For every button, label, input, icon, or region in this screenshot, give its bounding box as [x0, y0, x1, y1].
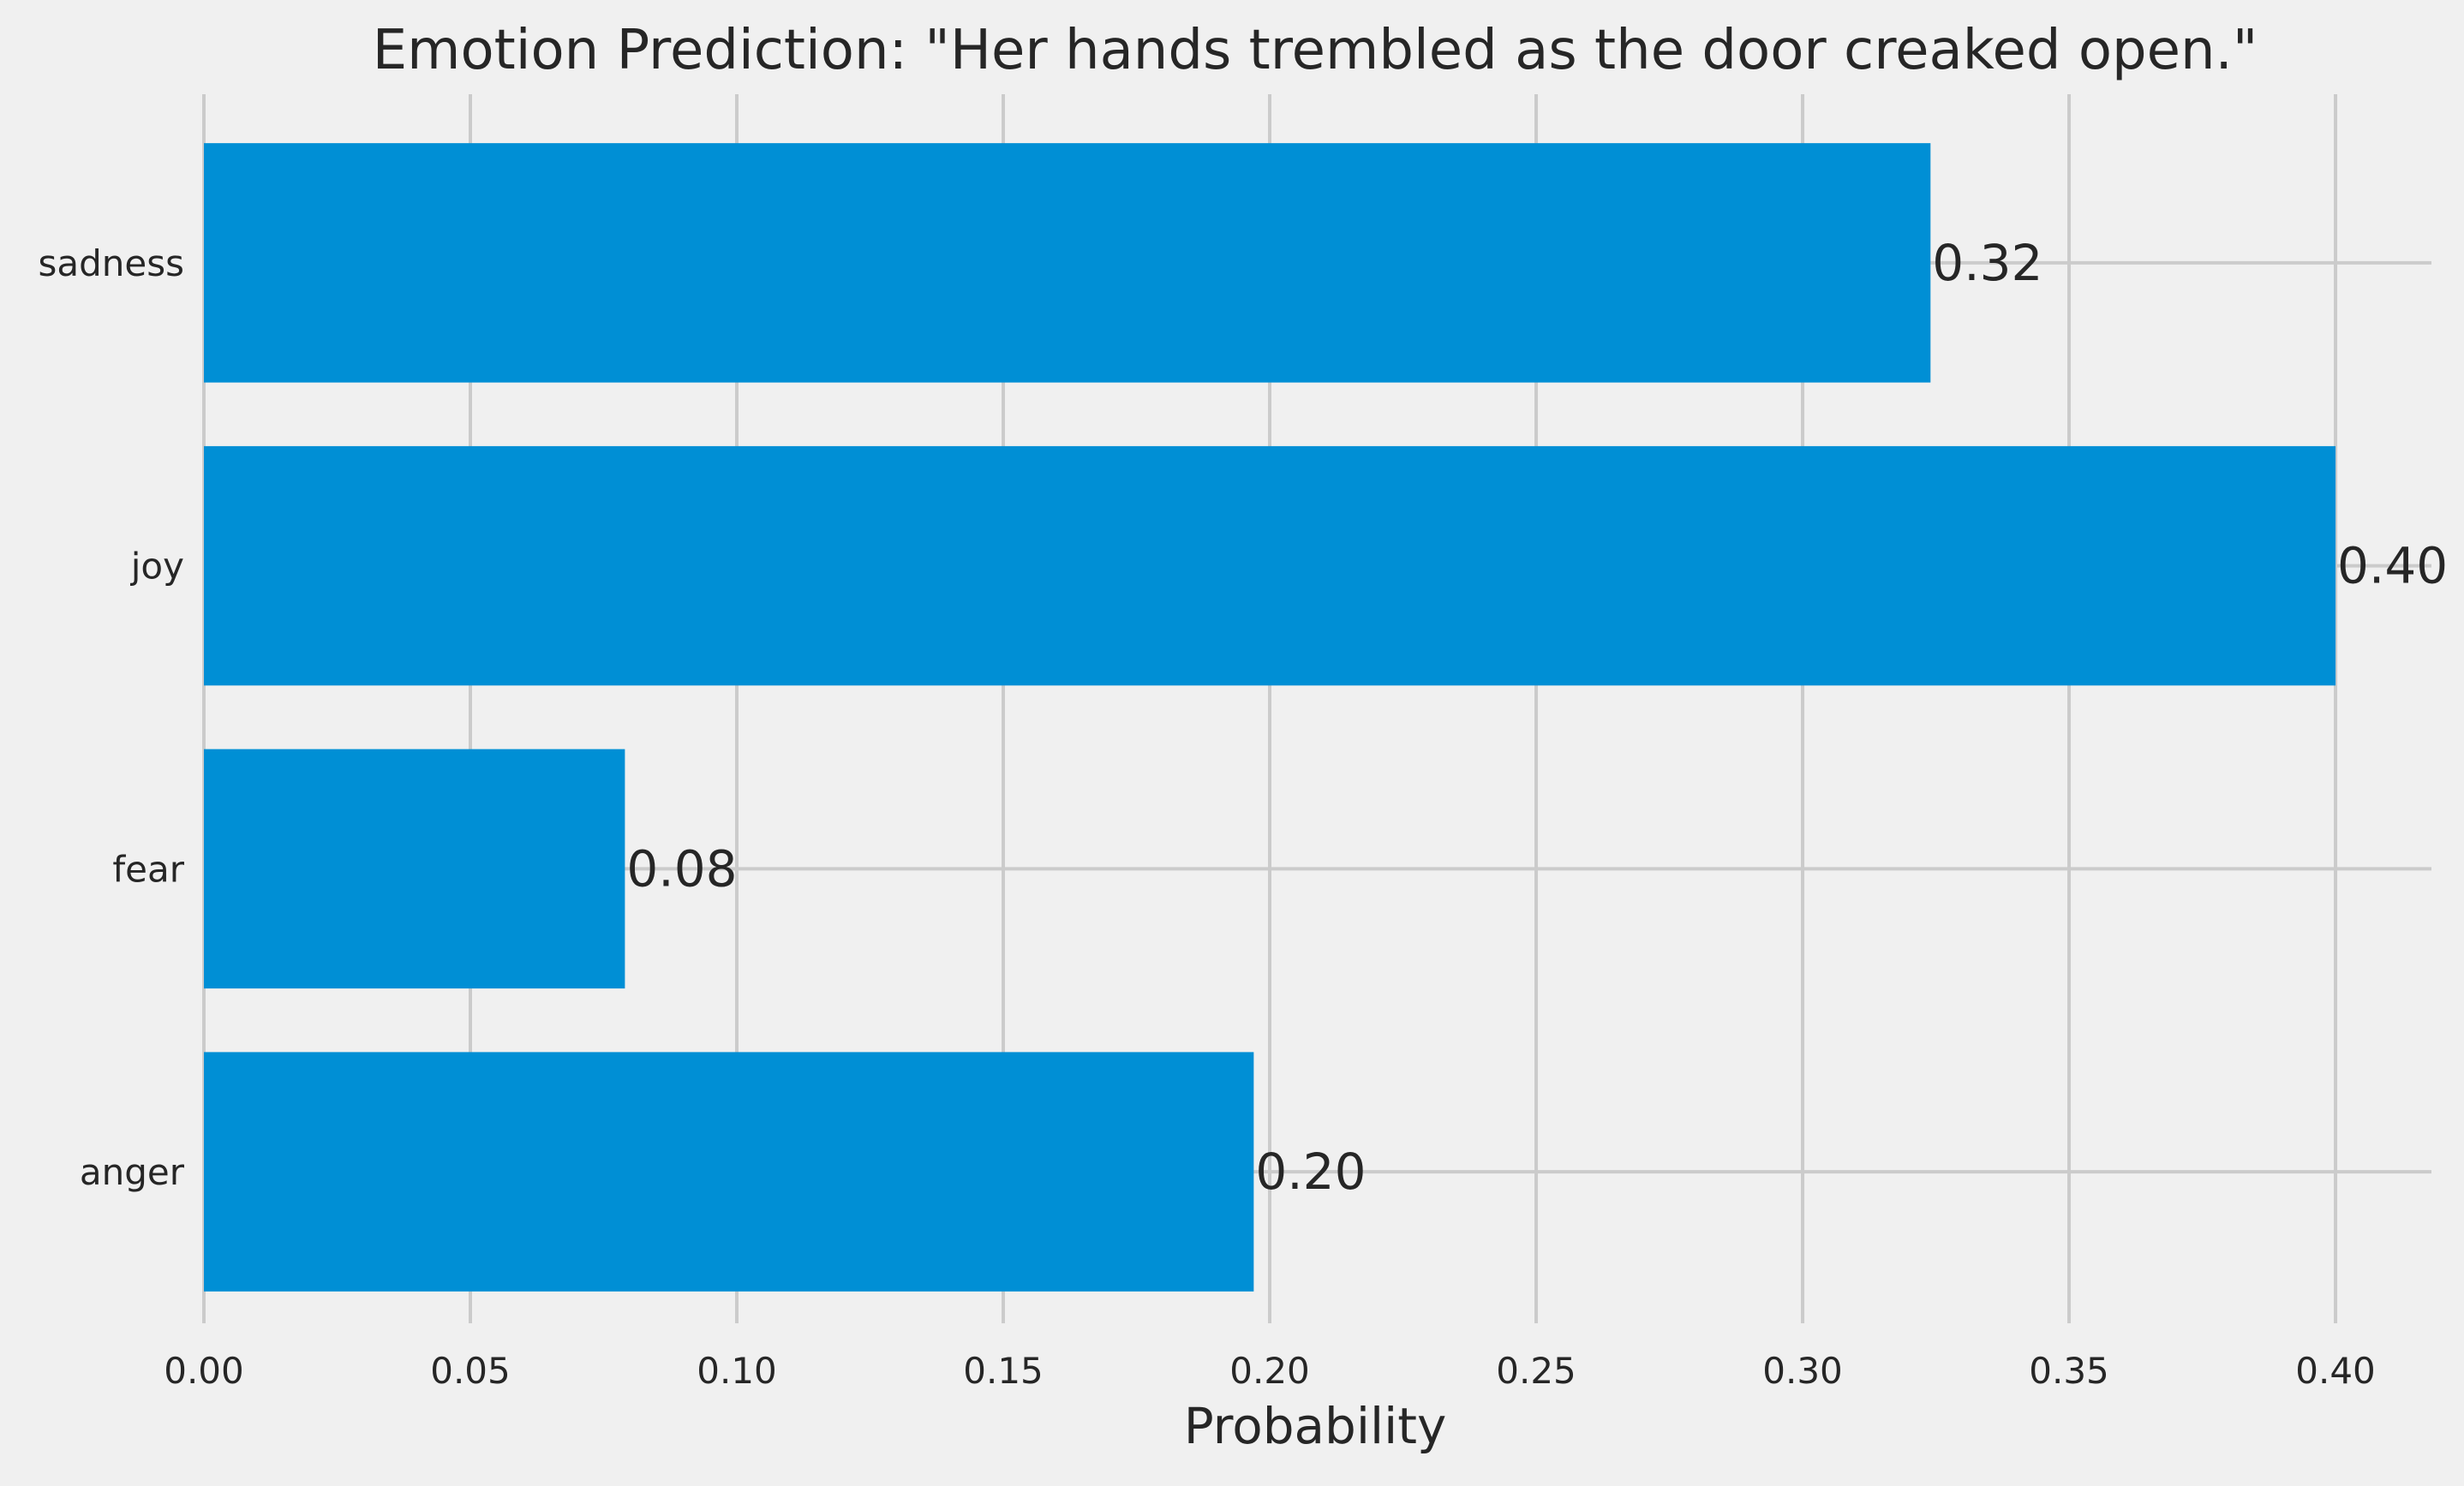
x-tick-label: 0.40	[2295, 1350, 2376, 1392]
bar-value-label-anger: 0.20	[1255, 1143, 1366, 1201]
bar-value-label-sadness: 0.32	[1932, 234, 2042, 292]
bar-sadness	[204, 143, 1931, 383]
y-tick-label-fear: fear	[112, 848, 184, 890]
y-tick-label-sadness: sadness	[38, 242, 184, 284]
x-tick-label: 0.15	[963, 1350, 1044, 1392]
bar-value-label-fear: 0.08	[626, 839, 737, 898]
y-tick-label-anger: anger	[80, 1151, 185, 1193]
x-tick-label: 0.05	[430, 1350, 511, 1392]
bar-anger	[204, 1052, 1254, 1292]
bar-layer	[204, 143, 2336, 1292]
bar-value-label-joy: 0.40	[2337, 537, 2448, 595]
x-axis-label: Probability	[1184, 1397, 1447, 1455]
x-tick-label: 0.20	[1229, 1350, 1310, 1392]
x-tick-label: 0.10	[697, 1350, 777, 1392]
bar-joy	[204, 445, 2336, 686]
x-tick-label: 0.00	[164, 1350, 244, 1392]
x-tick-label: 0.30	[1762, 1350, 1843, 1392]
x-tick-label: 0.35	[2029, 1350, 2109, 1392]
chart-title: Emotion Prediction: "Her hands trembled …	[373, 19, 2258, 82]
bar-fear	[204, 749, 625, 989]
label-layer: 0.00 0.05 0.10 0.15 0.20 0.25 0.30 0.35 0.40 ange…	[38, 234, 2448, 1392]
x-tick-label: 0.25	[1496, 1350, 1576, 1392]
y-tick-label-joy: joy	[130, 546, 184, 588]
